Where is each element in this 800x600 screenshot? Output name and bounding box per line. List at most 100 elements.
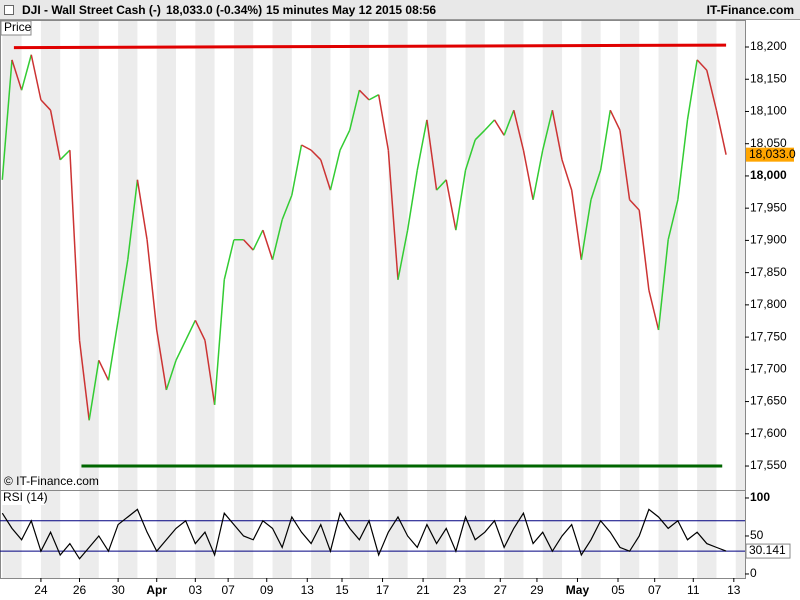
price-segment [310,149,322,161]
price-segment [329,149,341,191]
price-segment [348,90,361,131]
price-segment [570,190,583,260]
y-tick-label: 17,550 [750,458,787,472]
timestamp: May 12 2015 08:56 [332,3,437,17]
copyright: © IT-Finance.com [4,474,99,488]
rsi-y-tick-label: 100 [750,490,770,504]
price-segment [117,259,129,321]
price-segment [127,179,139,260]
price-segment [78,340,90,421]
x-tick-label: 17 [376,583,390,597]
x-tick-label: 13 [301,583,315,597]
x-tick-label: 13 [727,583,741,597]
price-segment [223,239,235,280]
x-tick-label: 27 [494,583,508,597]
trendline [13,43,727,50]
price-segment [493,119,505,136]
x-tick-label: 07 [221,583,235,597]
day-band [156,20,177,578]
price-segment [416,119,428,171]
day-band [735,20,745,578]
price-segment [629,199,640,211]
price-segment [464,139,476,171]
price-segment [339,129,351,151]
x-tick-label: 29 [530,583,544,597]
y-tick-label: 18,200 [750,39,787,53]
rsi-line [1,508,727,560]
price-segment [455,170,467,231]
price-segment [619,130,631,200]
price-segment [98,359,110,381]
price-segment [107,320,119,381]
price-segment [484,119,496,131]
price-segment [580,199,592,260]
price-segment [522,150,534,200]
quote: 18,033.0 (-0.34%) [166,3,263,17]
price-segment [59,149,71,161]
day-band [233,20,254,578]
day-band [619,20,640,578]
price-segment [677,119,689,200]
price-segment [291,144,303,196]
price-segment [11,59,23,91]
brand: IT-Finance.com [706,3,794,17]
price-segment [397,229,409,280]
price-segment [377,94,390,151]
price-segment [590,169,602,201]
last-tag [746,147,794,162]
day-band [388,20,408,578]
day-band [195,20,215,578]
price-segment [368,94,380,101]
price-segment [599,110,612,171]
price-segment [561,159,573,191]
price-segment [406,170,419,231]
icon [4,5,14,15]
rsi-label: RSI (14) [3,490,48,504]
price-segment [136,179,148,240]
x-tick-label: 09 [260,583,274,597]
day-band [79,20,99,578]
y-tick-label: 18,050 [750,136,787,150]
price-segment [165,360,177,391]
price-segment [1,59,13,180]
rsi-last-label: 30.141 [749,543,786,557]
day-band [697,20,717,578]
price-segment [542,110,554,151]
day-band [542,20,563,578]
interval: 15 minutes [266,3,329,17]
x-tick-label: May [566,583,590,597]
price-segment [474,129,486,141]
day-band [272,20,292,578]
panel-label-box [0,20,32,36]
price-segment [271,219,283,260]
x-tick-label: 07 [648,583,662,597]
x-tick-label: 26 [73,583,87,597]
x-tick-label: 21 [416,583,430,597]
price-segment [532,150,544,200]
title: DJI - Wall Street Cash (-) [22,3,161,17]
y-tick-label: 17,600 [750,426,787,440]
price-segment [426,119,438,191]
price-segment [387,150,399,280]
price-segment [706,70,718,111]
price-segment [696,59,708,71]
price-segment [320,159,332,191]
y-tick-label: 17,850 [750,265,787,279]
chart: 17,550 17,600 17,650 17,700 17,750 17,800 17,8… [0,20,796,597]
price-segment [20,54,32,91]
price-segment [175,339,187,361]
header: DJI - Wall Street Cash (-) 18,033.0 (-0.… [0,0,800,20]
price-segment [436,179,447,191]
day-band [2,20,22,578]
price-segment [194,320,206,341]
x-tick-label: 30 [111,583,125,597]
rsi-label-box [1,491,45,505]
x-tick-label: 03 [189,583,203,597]
day-band [311,20,331,578]
y-tick-label: 17,750 [750,329,787,343]
price-segment [30,54,42,101]
y-tick-label: 18,150 [750,71,787,85]
price-segment [503,109,515,136]
x-tick-label: Apr [146,583,167,597]
price-segment [204,340,216,405]
